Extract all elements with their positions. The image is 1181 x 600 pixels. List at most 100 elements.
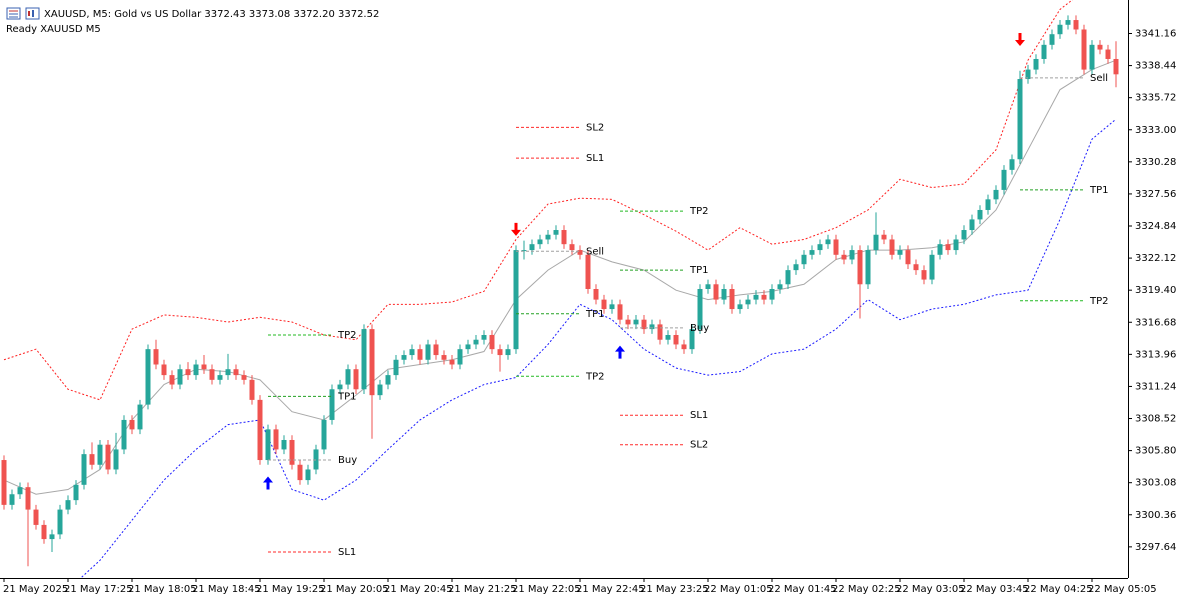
plot-area: TP2 TP1 Buy SL1 SL2 SL1 Sell TP1 TP2 TP2 TP1 Buy SL1… (1, 0, 1119, 578)
candle-body (281, 439, 287, 450)
header-icons (6, 7, 40, 20)
candle-body (681, 344, 687, 350)
candle-body (761, 294, 767, 300)
candle-body (177, 369, 183, 385)
candle-body (129, 419, 135, 430)
candle-body (1001, 169, 1007, 190)
candle-body (793, 264, 799, 271)
candle-body (1, 460, 7, 505)
candle-body (1065, 20, 1071, 25)
level-label: TP1 (689, 265, 709, 276)
candle-body (865, 250, 871, 285)
candle-body (201, 364, 207, 370)
candle-body (113, 449, 119, 470)
candle-body (569, 244, 575, 251)
candle-body (729, 289, 735, 310)
candle-body (17, 487, 23, 495)
candle-body (785, 270, 791, 285)
candle-body (161, 364, 167, 376)
candle-body (393, 359, 399, 376)
candle-body (273, 429, 279, 450)
candle-body (73, 484, 79, 501)
candle-body (609, 304, 615, 310)
candle-body (137, 404, 143, 430)
candle-body (993, 189, 999, 200)
y-tick-label: 3335.72 (1135, 93, 1176, 104)
candle-body (697, 289, 703, 330)
candle-body (289, 439, 295, 465)
candle-body (449, 359, 455, 365)
candle-body (1105, 49, 1111, 59)
buy-arrow (615, 345, 625, 359)
x-tick-label: 22 May 03:45 (960, 584, 1029, 595)
candle-body (1113, 58, 1119, 75)
candle-body (545, 234, 551, 240)
candle-body (233, 369, 239, 376)
candle-body (185, 369, 191, 376)
level-label: SL2 (690, 440, 708, 451)
level-label: TP1 (1089, 185, 1109, 196)
candle-body (433, 344, 439, 356)
header-title: XAUUSD, M5: Gold vs US Dollar 3372.43 33… (44, 9, 379, 20)
candle-body (265, 429, 271, 461)
y-tick-label: 3316.68 (1135, 317, 1176, 328)
candle-body (369, 329, 375, 396)
candle-body (961, 230, 967, 240)
candle-body (65, 500, 71, 510)
level-label: SL1 (338, 547, 356, 558)
x-tick-label: 22 May 05:05 (1088, 584, 1157, 595)
candle-body (1089, 44, 1095, 70)
sell-arrow (511, 222, 521, 236)
candle-body (977, 209, 983, 220)
candle-body (441, 355, 447, 360)
candle-body (497, 349, 503, 356)
x-tick-label: 21 May 19:25 (256, 584, 325, 595)
candle-body (105, 444, 111, 470)
candle-body (1025, 69, 1031, 80)
candle-body (577, 250, 583, 255)
candle-body (385, 375, 391, 385)
candle-body (81, 454, 87, 485)
candle-body (905, 250, 911, 265)
x-tick-label: 21 May 18:05 (128, 584, 197, 595)
candle-body (489, 335, 495, 350)
candle-body (969, 219, 975, 231)
band-line (80, 118, 1117, 578)
x-tick-label: 21 May 20:05 (320, 584, 389, 595)
candle-body (617, 304, 623, 320)
candle-body (769, 289, 775, 300)
x-tick-label: 21 May 20:45 (384, 584, 453, 595)
candle-body (1081, 29, 1087, 70)
candle-body (425, 344, 431, 360)
candle-body (513, 250, 519, 350)
candle-body (409, 349, 415, 356)
y-tick-label: 3305.80 (1135, 446, 1176, 457)
candle-body (625, 319, 631, 325)
y-tick-label: 3300.36 (1135, 510, 1176, 521)
candle-body (1041, 44, 1047, 59)
level-label: TP2 (1089, 296, 1109, 307)
candle-body (897, 250, 903, 255)
y-tick-label: 3311.24 (1135, 381, 1176, 392)
candle-body (953, 239, 959, 251)
candle-body (913, 264, 919, 271)
candle-body (345, 369, 351, 385)
candle-body (481, 335, 487, 340)
level-label: Sell (586, 246, 604, 257)
candle-body (457, 349, 463, 365)
candle-body (841, 254, 847, 260)
candle-body (377, 384, 383, 396)
candle-body (641, 319, 647, 330)
y-tick-label: 3324.84 (1135, 221, 1176, 232)
x-tick-label: 21 May 22:05 (512, 584, 581, 595)
level-label: Sell (1090, 73, 1108, 84)
y-tick-label: 3319.40 (1135, 285, 1176, 296)
candle-body (49, 534, 55, 540)
candle-body (521, 250, 527, 252)
candle-body (241, 375, 247, 380)
candle-body (721, 289, 727, 300)
level-label: TP2 (689, 206, 709, 217)
level-label: TP1 (585, 309, 605, 320)
